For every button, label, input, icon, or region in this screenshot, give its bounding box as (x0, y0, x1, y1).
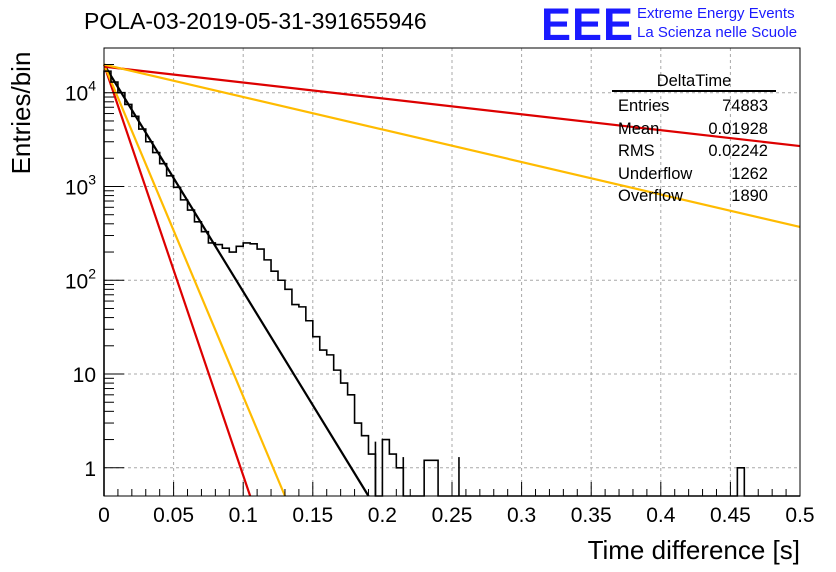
fit-curve (102, 64, 286, 497)
logo-caption-line2: La Scienza nelle Scuole (637, 24, 798, 41)
x-tick-label: 0.3 (507, 504, 536, 527)
stats-row-overflow: Overflow 1890 (612, 185, 776, 208)
stats-row-entries: Entries 74883 (612, 95, 776, 118)
x-tick-label: 0.25 (432, 504, 473, 527)
x-tick-label: 0.5 (785, 504, 814, 527)
logo-caption: Extreme Energy Events La Scienza nelle S… (637, 4, 797, 42)
axis-ticks (103, 47, 801, 496)
fit-curves (102, 63, 801, 497)
stats-label: Entries (618, 97, 670, 115)
stats-value: 1890 (731, 187, 768, 205)
fit-curve (103, 65, 801, 148)
y-axis-label: Entries/bin (6, 52, 36, 175)
x-tick-label: 0.2 (368, 504, 397, 527)
grid-lines (104, 48, 800, 496)
fit-curve (103, 63, 801, 229)
x-tick-label: 0 (98, 504, 110, 527)
x-tick-label: 0.4 (646, 504, 676, 527)
eee-logo: EEE (541, 0, 635, 50)
stats-value: 0.01928 (708, 119, 768, 138)
fit-curve (103, 63, 370, 497)
stats-name: DeltaTime (612, 72, 776, 92)
stats-label: Mean (618, 119, 660, 138)
x-tick-label: 0.45 (710, 504, 751, 527)
y-tick-label: 1 (84, 458, 96, 481)
fit-curve (102, 64, 252, 497)
x-tick-label: 0.05 (153, 504, 194, 527)
x-tick-labels: 0 0.05 0.1 0.15 0.2 0.25 0.3 0.35 0.4 0.45 0.5 (98, 504, 814, 527)
logo-caption-line1: Extreme Energy Events (637, 5, 795, 22)
stats-value: 0.02242 (708, 142, 768, 160)
stats-label: Underflow (618, 164, 693, 183)
y-tick-label: 104 (65, 78, 96, 106)
stats-label: Overflow (618, 187, 684, 205)
y-tick-label: 10 (73, 364, 96, 387)
stats-row-mean: Mean 0.01928 (612, 118, 776, 141)
stats-value: 1262 (731, 164, 768, 183)
stats-row-underflow: Underflow 1262 (612, 163, 776, 186)
x-tick-label: 0.35 (571, 504, 612, 527)
x-tick-label: 0.1 (229, 504, 258, 527)
chart-title: POLA-03-2019-05-31-391655946 (84, 8, 427, 34)
stats-value: 74883 (722, 97, 768, 115)
stats-box: DeltaTime Entries 74883 Mean 0.01928 RMS 0.… (612, 72, 776, 208)
x-axis-label: Time difference [s] (588, 535, 800, 565)
stats-label: RMS (618, 142, 655, 160)
x-tick-label: 0.15 (292, 504, 333, 527)
stats-row-rms: RMS 0.02242 (612, 140, 776, 163)
y-tick-labels: 1 10 102 103 104 (65, 78, 96, 481)
y-tick-label: 103 (65, 171, 96, 199)
y-tick-label: 102 (65, 265, 96, 293)
